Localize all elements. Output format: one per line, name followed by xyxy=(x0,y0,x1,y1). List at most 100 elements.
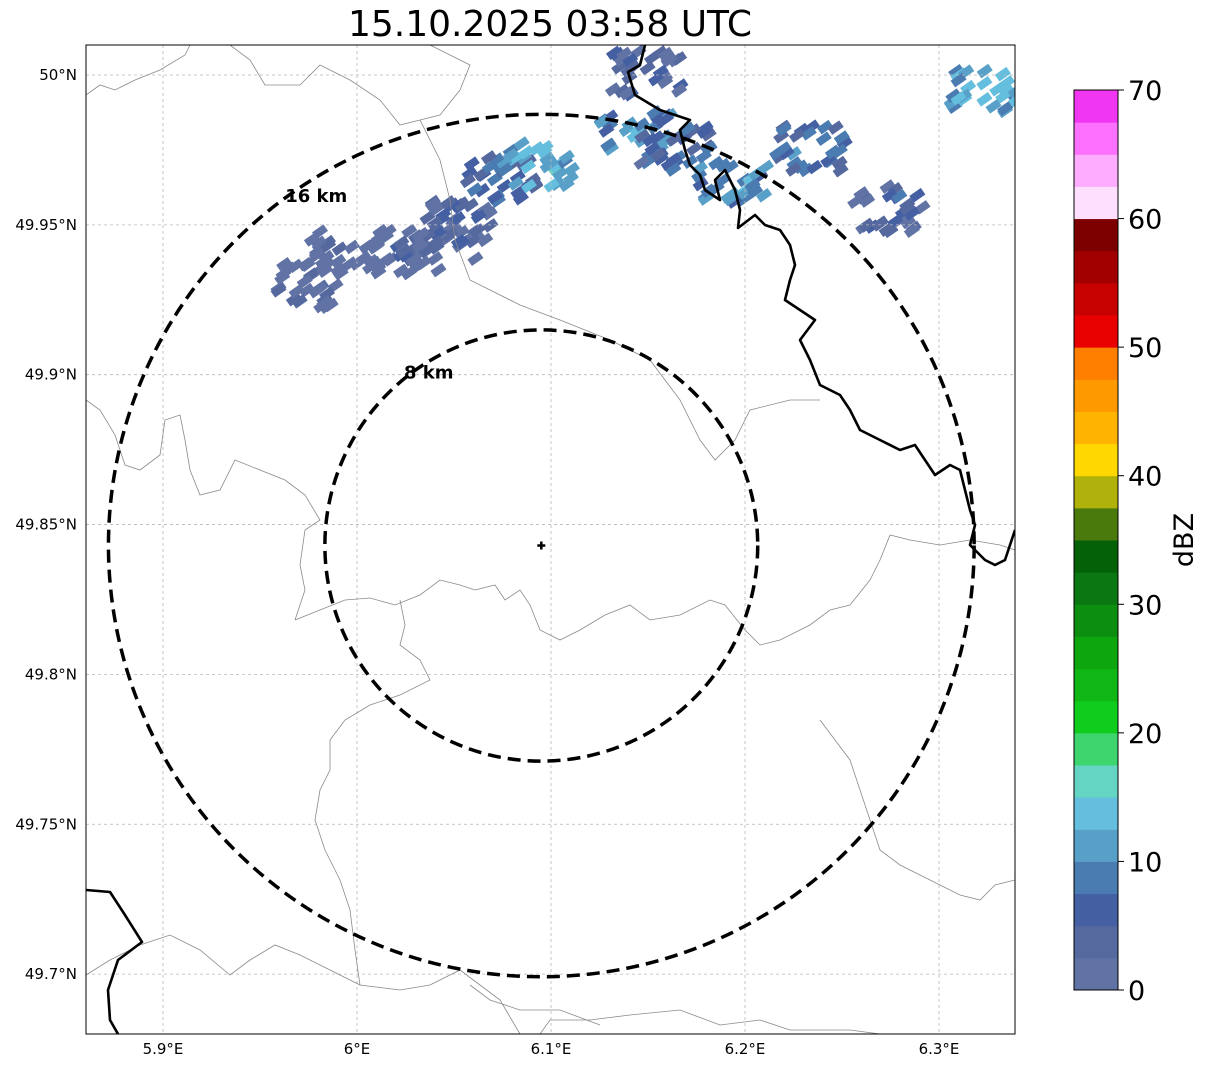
reflectivity-cell xyxy=(320,238,337,253)
lat-tick-label: 49.8°N xyxy=(25,665,77,683)
reflectivity-cell xyxy=(518,145,535,160)
reflectivity-cell xyxy=(308,283,325,299)
reflectivity-cell xyxy=(832,162,849,178)
colorbar-tick-label: 20 xyxy=(1128,719,1162,750)
reflectivity-cell xyxy=(661,52,678,67)
reflectivity-cell xyxy=(747,184,764,199)
reflectivity-cell xyxy=(644,141,661,156)
reflectivity-cell xyxy=(542,156,559,172)
reflectivity-cell xyxy=(657,46,674,62)
reflectivity-cell xyxy=(482,218,499,233)
reflectivity-cell xyxy=(665,162,682,177)
lat-tick-label: 49.95°N xyxy=(15,216,77,234)
colorbar-segment xyxy=(1074,765,1118,798)
reflectivity-cell xyxy=(611,59,628,75)
reflectivity-cell xyxy=(995,89,1012,104)
reflectivity-cell xyxy=(756,187,773,203)
reflectivity-cell xyxy=(449,211,466,226)
colorbar-frame xyxy=(1073,89,1119,991)
reflectivity-cell xyxy=(395,244,412,259)
reflectivity-cell xyxy=(633,117,650,132)
reflectivity-cell xyxy=(806,159,823,175)
reflectivity-cell xyxy=(481,159,499,175)
reflectivity-cell xyxy=(363,253,380,269)
reflectivity-cell xyxy=(330,253,347,269)
colorbar-segment xyxy=(1074,411,1118,445)
reflectivity-cell xyxy=(685,123,702,138)
reflectivity-cell xyxy=(405,251,422,266)
colorbar-segment xyxy=(1074,347,1118,380)
colorbar-segment xyxy=(1074,925,1118,959)
reflectivity-cell xyxy=(994,66,1011,82)
reflectivity-cell xyxy=(496,162,513,177)
reflectivity-cell xyxy=(298,282,315,298)
reflectivity-cell xyxy=(945,88,962,103)
lon-tick-label: 6°E xyxy=(344,1040,371,1058)
reflectivity-cell xyxy=(614,83,631,99)
reflectivity-cell xyxy=(722,159,739,175)
colorbar: 0 10 20 30 40 50 60 70 dBZ xyxy=(1073,76,1200,1007)
reflectivity-layer xyxy=(270,45,1015,314)
reflectivity-cell xyxy=(477,232,494,248)
reflectivity-cell xyxy=(788,128,805,143)
colorbar-tick-label: 60 xyxy=(1128,205,1162,236)
range-rings xyxy=(106,112,976,979)
reflectivity-cell xyxy=(697,191,714,206)
reflectivity-cell xyxy=(453,224,470,240)
range-ring xyxy=(323,328,760,763)
reflectivity-cell xyxy=(453,235,470,251)
reflectivity-cell xyxy=(287,258,304,274)
reflectivity-cell xyxy=(411,238,428,254)
reflectivity-cell xyxy=(563,161,580,177)
map-frame xyxy=(85,44,1016,1035)
regional-border-line xyxy=(539,1009,881,1034)
reflectivity-cell xyxy=(309,246,326,262)
colorbar-tick-label: 10 xyxy=(1128,847,1162,878)
reflectivity-cell xyxy=(976,75,993,91)
colorbar-tick-label: 0 xyxy=(1128,976,1145,1007)
reflectivity-cell xyxy=(649,110,666,125)
reflectivity-cell xyxy=(899,200,916,216)
reflectivity-cell xyxy=(461,165,478,181)
reflectivity-cell xyxy=(466,182,483,197)
regional-border-line xyxy=(86,399,321,621)
reflectivity-cell xyxy=(332,265,349,281)
reflectivity-cell xyxy=(609,46,626,62)
reflectivity-cell xyxy=(657,74,674,90)
reflectivity-cell xyxy=(358,239,375,255)
reflectivity-cell xyxy=(692,176,709,192)
reflectivity-cell xyxy=(613,52,630,67)
reflectivity-cell xyxy=(393,263,410,279)
reflectivity-cell xyxy=(355,250,372,266)
reflectivity-cell xyxy=(380,223,397,239)
reflectivity-cell xyxy=(598,123,615,138)
map-plot-area[interactable] xyxy=(85,44,1028,1035)
axis-tick-labels: 8 km 16 km 5.9°E 6°E 6.1°E 6.2°E 6.3°E 50°N 49.9… xyxy=(15,66,959,1058)
reflectivity-cell xyxy=(985,99,1002,114)
colorbar-tick-label: 30 xyxy=(1128,590,1162,621)
reflectivity-cell xyxy=(465,233,482,249)
reflectivity-cell xyxy=(319,286,336,302)
reflectivity-cell xyxy=(311,238,328,254)
reflectivity-cell xyxy=(427,235,444,250)
reflectivity-cell xyxy=(671,51,688,66)
reflectivity-cell xyxy=(520,159,537,175)
reflectivity-cell xyxy=(633,155,650,170)
lon-tick-label: 6.3°E xyxy=(919,1040,960,1058)
reflectivity-cell xyxy=(372,224,389,240)
reflectivity-cell xyxy=(343,239,360,255)
reflectivity-cell xyxy=(833,130,850,145)
colorbar-segment xyxy=(1074,218,1118,252)
country-border-line xyxy=(86,888,144,1034)
reflectivity-cell xyxy=(480,150,497,165)
colorbar-segment xyxy=(1074,507,1118,541)
reflectivity-cell xyxy=(696,124,713,139)
colorbar-segment xyxy=(1074,154,1118,187)
reflectivity-cell xyxy=(891,189,908,204)
colorbar-tick-label: 70 xyxy=(1128,76,1162,107)
colorbar-segment xyxy=(1074,379,1118,412)
reflectivity-cell xyxy=(950,91,967,106)
reflectivity-cell xyxy=(903,223,920,238)
reflectivity-cell xyxy=(291,293,308,309)
